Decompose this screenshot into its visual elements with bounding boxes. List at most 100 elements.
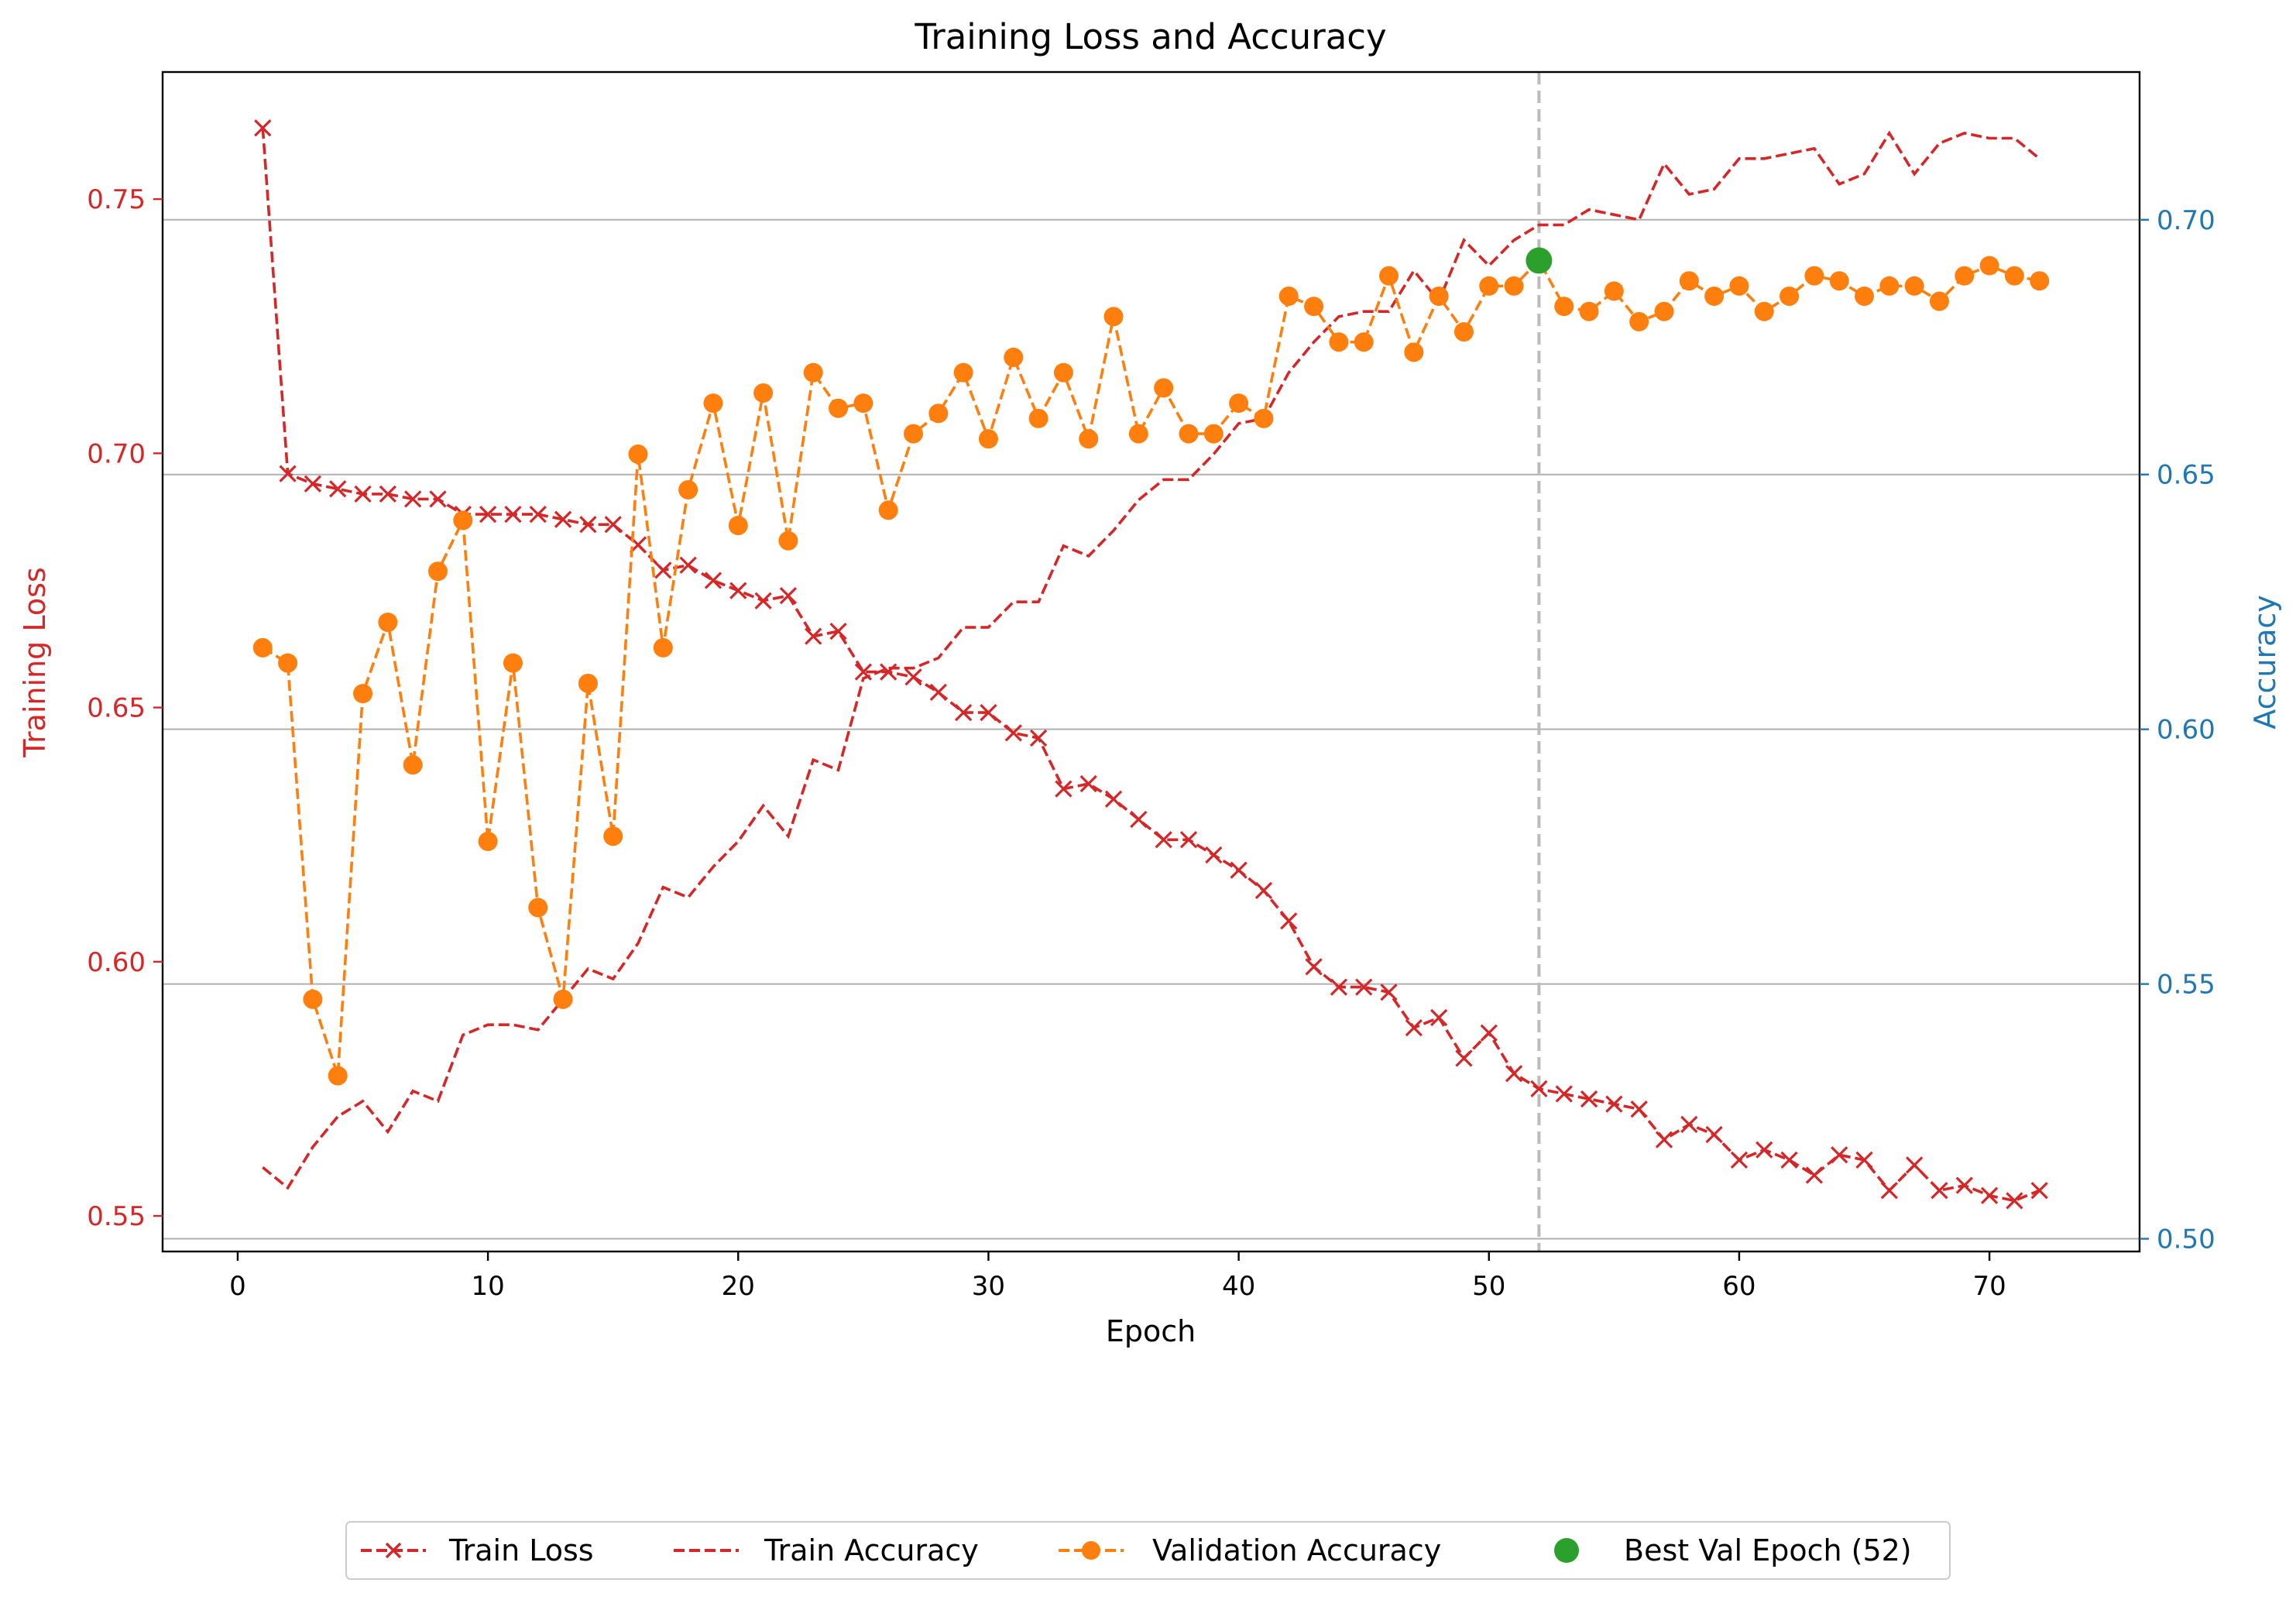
validation-accuracy-point [1304,297,1324,317]
y-axis-label-right: Accuracy [2248,595,2282,730]
validation-accuracy-point [853,393,873,414]
validation-accuracy-point [1103,307,1124,327]
y-tick-label-left: 0.65 [87,693,146,724]
validation-accuracy-point [1329,332,1349,352]
train-loss-point [1330,978,1348,996]
train-loss-point [1230,861,1248,879]
train-loss-point [980,704,997,722]
axes: 0 10 20 30 40 50 60 70 0.55 0.60 0.65 0.70 0.75 0.50 0… [87,184,2215,1302]
train-loss-point [579,516,597,534]
validation-accuracy-point [829,398,849,418]
validation-accuracy-point [1729,276,1749,296]
validation-accuracy-point [1254,408,1274,428]
legend-label-train-accuracy: Train Accuracy [764,1533,979,1567]
validation-accuracy-point [1154,378,1174,398]
validation-accuracy-point [1904,276,1924,296]
train-loss-point [1630,1100,1648,1118]
train-loss-point [1029,729,1048,747]
validation-accuracy-point [1679,271,1699,291]
train-loss-point [2030,1182,2048,1200]
validation-accuracy-point [1754,301,1774,321]
validation-accuracy-point [703,393,723,414]
train-loss-point [954,704,973,722]
train-loss-point [1805,1166,1824,1184]
x-tick-label: 70 [1972,1271,2006,1302]
train-loss-point [1930,1182,1948,1200]
validation-accuracy-point [1929,291,1949,311]
train-loss-point [1480,1024,1498,1042]
train-loss-point [304,475,322,493]
train-loss-point [1055,780,1072,798]
validation-accuracy-point [553,989,573,1009]
validation-accuracy-point [2004,266,2024,286]
train-loss-point [904,668,922,686]
train-loss-point [279,465,297,482]
y-tick-label-left: 0.70 [87,438,146,469]
train-loss-point [479,505,497,524]
train-loss-point [379,485,396,503]
legend-item-validation-accuracy: Validation Accuracy [1059,1533,1441,1567]
train-loss-point [1555,1085,1573,1103]
train-loss-point [1130,810,1148,829]
y-tick-label-left: 0.60 [87,947,146,978]
train-loss-point [1980,1186,1999,1204]
validation-accuracy-point [528,898,548,918]
x-axis-label: Epoch [1106,1314,1196,1348]
validation-accuracy-point [653,637,673,658]
validation-accuracy-point [878,500,898,520]
x-tick-label: 30 [972,1271,1005,1302]
train-loss-point [329,480,347,498]
train-loss-point [1780,1151,1798,1169]
legend-item-best-val-epoch: Best Val Epoch (52) [1554,1533,1912,1567]
train-loss-point [1730,1151,1749,1169]
train-loss-point [1605,1095,1623,1113]
train-loss-point [554,510,572,528]
validation-accuracy-point [1404,342,1424,362]
x-tick-label: 10 [471,1271,504,1302]
legend: Train Loss Train Accuracy Validation Acc… [345,1521,1951,1580]
train-loss-point [354,485,372,503]
validation-accuracy-point [1229,393,1249,414]
validation-accuracy-point [478,831,498,851]
validation-accuracy-point [1654,301,1674,321]
validation-accuracy-point [603,826,623,846]
validation-accuracy-point [1028,408,1048,428]
validation-accuracy-point [753,383,774,403]
train-loss-point [1305,958,1323,976]
best-val-epoch-marker [1526,247,1553,274]
train-loss-point [1355,978,1373,996]
train-loss-point [829,622,847,640]
y-tick-label-right: 0.65 [2157,460,2215,491]
plot-area [252,72,2050,1252]
series-line-train-loss [261,128,2040,1203]
legend-frame [345,1521,1951,1580]
train-loss-point [1680,1115,1698,1134]
validation-accuracy-point [403,755,423,775]
validation-accuracy-point [578,673,598,693]
train-loss-point [1705,1125,1723,1144]
legend-label-train-loss: Train Loss [448,1533,594,1567]
validation-accuracy-point [1604,281,1624,301]
train-loss-point [729,582,747,599]
train-loss-point [679,556,697,574]
train-loss-point [1455,1049,1473,1067]
train-loss-point [254,119,272,137]
validation-accuracy-point [303,989,323,1009]
legend-label-validation-accuracy: Validation Accuracy [1152,1533,1441,1567]
validation-accuracy-point [1979,256,1999,276]
validation-accuracy-point [928,403,949,424]
train-loss-point [404,490,422,508]
validation-accuracy-point [1704,286,1725,306]
validation-accuracy-point [1278,286,1299,306]
train-loss-point [1254,881,1273,900]
validation-accuracy-point [453,510,473,530]
validation-accuracy-point [378,613,398,633]
validation-accuracy-point [1504,276,1524,296]
train-loss-point [1104,790,1123,808]
y-axis-label-left: Training Loss [18,567,52,757]
y-tick-label-left: 0.75 [87,184,146,215]
train-loss-point [1855,1151,1873,1169]
series-line-train-accuracy [262,130,2040,1190]
x-tick-label: 40 [1222,1271,1255,1302]
legend-label-best-val-epoch: Best Val Epoch (52) [1624,1533,1912,1567]
